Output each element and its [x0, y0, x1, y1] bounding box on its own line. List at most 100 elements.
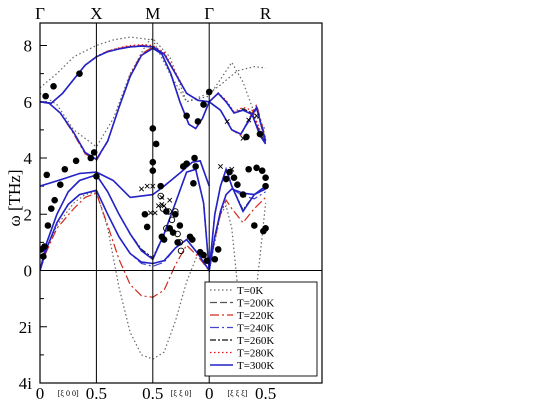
- data-point-cross: [148, 210, 154, 216]
- data-point-cross: [159, 201, 165, 207]
- data-point-filled: [163, 208, 170, 215]
- data-point-filled: [176, 222, 184, 229]
- cross-stroke: [144, 183, 150, 189]
- cross-stroke: [229, 166, 235, 172]
- data-point-filled: [61, 165, 69, 173]
- data-point-filled: [200, 251, 207, 259]
- data-point-cross: [224, 118, 230, 124]
- cross-stroke: [159, 201, 165, 207]
- cross-stroke: [167, 197, 173, 203]
- data-point-cross: [152, 210, 158, 216]
- data-point-open: [174, 230, 181, 238]
- cross-stroke: [159, 194, 165, 200]
- symmetry-label: R: [260, 4, 272, 23]
- data-point-filled: [76, 70, 83, 77]
- y-tick-label: 2: [24, 205, 33, 224]
- cross-stroke: [246, 117, 252, 123]
- data-point-filled: [152, 140, 160, 148]
- x-tick-label: 0.5: [255, 384, 276, 403]
- legend-label: T=300K: [237, 360, 274, 372]
- data-point-filled: [245, 165, 252, 173]
- data-point-filled: [174, 239, 181, 246]
- data-point-open: [177, 247, 185, 255]
- plot-frame: [39, 22, 323, 384]
- symmetry-label: Γ: [35, 4, 45, 23]
- data-point-cross: [254, 113, 260, 119]
- data-point-filled: [262, 182, 269, 190]
- series-curve: [40, 47, 267, 161]
- data-point-filled: [239, 191, 247, 198]
- legend-label: T=0K: [237, 285, 263, 297]
- cross-stroke: [155, 203, 161, 209]
- data-point-cross: [240, 135, 246, 141]
- cross-stroke: [139, 186, 145, 192]
- data-point-filled: [222, 175, 230, 183]
- x-tick-label: 0.5: [142, 384, 163, 403]
- data-point-cross: [246, 117, 252, 123]
- data-point-filled: [260, 227, 267, 235]
- y-tick-label: 8: [24, 37, 33, 56]
- data-point-filled: [192, 163, 199, 170]
- data-point-open: [165, 208, 172, 215]
- legend-box: [204, 281, 318, 377]
- data-point-filled: [194, 118, 202, 125]
- data-point-filled: [200, 101, 207, 108]
- series-curve: [40, 192, 267, 298]
- data-point-filled: [243, 133, 250, 141]
- y-tick-label: 6: [24, 93, 33, 112]
- data-point-open: [172, 208, 179, 215]
- cross-stroke: [224, 118, 230, 124]
- direction-label: [ξ ξ 0]: [171, 389, 192, 398]
- data-point-open: [163, 225, 170, 232]
- data-point-filled: [72, 157, 80, 165]
- data-point-filled: [50, 82, 57, 90]
- data-point-filled: [143, 223, 151, 231]
- symmetry-label: Γ: [204, 4, 214, 23]
- legend-label: T=240K: [237, 323, 274, 335]
- data-point-open: [168, 216, 176, 224]
- y-tick-label: 4: [24, 149, 33, 168]
- series-curve: [40, 159, 210, 199]
- frame: [39, 22, 323, 384]
- data-point-cross: [155, 203, 161, 209]
- data-point-cross: [144, 183, 150, 189]
- data-point-filled: [40, 253, 47, 260]
- data-point-filled: [183, 160, 190, 167]
- data-point-filled: [183, 112, 190, 120]
- data-point-filled: [188, 236, 196, 243]
- data-point-cross: [139, 186, 145, 192]
- y-tick-label: 4i: [19, 374, 33, 393]
- cross-stroke: [240, 135, 246, 141]
- data-point-filled: [44, 222, 52, 229]
- legend-label: T=260K: [237, 335, 274, 347]
- data-point-cross: [229, 166, 235, 172]
- legend-label: T=220K: [237, 310, 274, 322]
- data-point-filled: [234, 181, 241, 189]
- data-point-cross: [217, 163, 223, 169]
- series-curve: [40, 46, 267, 162]
- data-point-cross: [167, 197, 173, 203]
- data-point-filled: [211, 255, 219, 263]
- data-point-filled: [258, 167, 266, 174]
- cross-stroke: [161, 203, 167, 209]
- experimental-points: [40, 70, 269, 264]
- data-point-filled: [160, 236, 168, 243]
- data-point-filled: [41, 243, 48, 250]
- data-point-filled: [157, 182, 164, 190]
- data-point-filled: [43, 171, 51, 179]
- direction-label: [ξ 0 0]: [58, 389, 79, 398]
- data-point-filled: [51, 196, 58, 204]
- legend-label: T=200K: [237, 298, 274, 310]
- series-curve: [40, 187, 266, 273]
- data-point-filled: [42, 92, 49, 100]
- x-tick-label: 0: [36, 384, 45, 403]
- data-point-cross: [161, 203, 167, 209]
- cross-stroke: [254, 113, 260, 119]
- data-point-filled: [214, 246, 222, 253]
- data-point-filled: [190, 180, 197, 187]
- x-tick-label: 0: [205, 384, 214, 403]
- data-point-filled: [230, 174, 238, 181]
- symmetry-label: X: [90, 4, 102, 23]
